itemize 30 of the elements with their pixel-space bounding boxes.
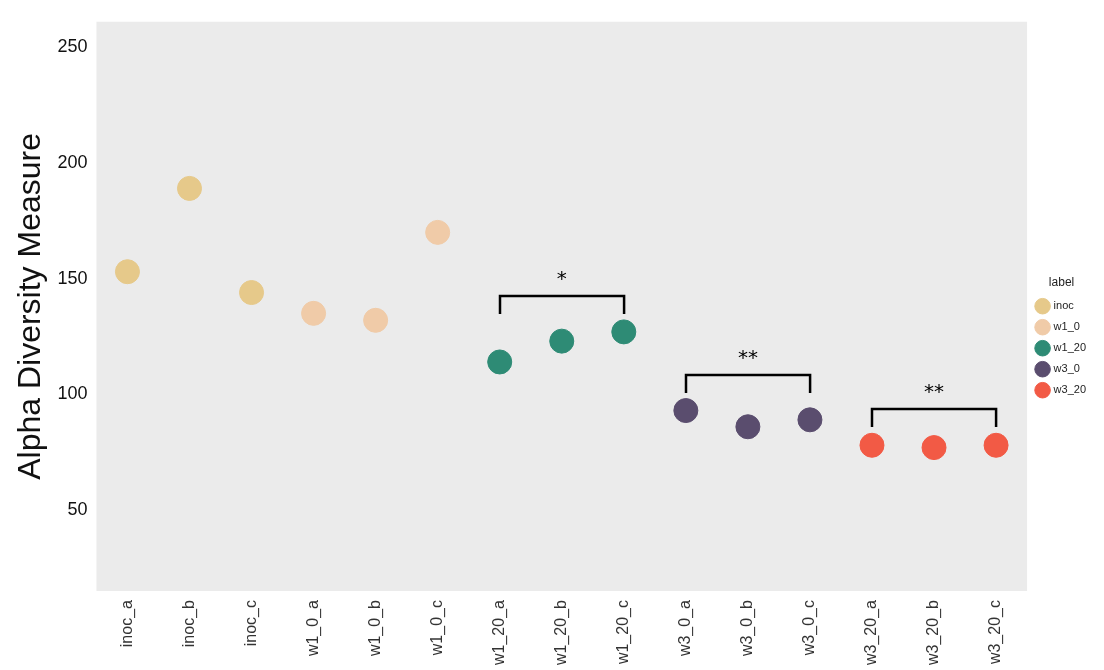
annotation: **: [923, 379, 945, 404]
legend-title: label: [1048, 274, 1075, 289]
y-tick-label: 250: [57, 36, 88, 57]
y-tick-label: 150: [57, 267, 88, 288]
x-tick-label: w3_20_a: [862, 599, 881, 667]
legend-label: w3_0: [1052, 362, 1080, 375]
y-tick-label: 100: [57, 383, 88, 404]
x-tick-label: w3_20_b: [924, 599, 943, 667]
y-tick-label: 200: [57, 151, 88, 172]
x-tick-label: inoc_b: [179, 599, 198, 648]
x-tick-label: w1_0_a: [303, 599, 322, 658]
annotation: *: [555, 265, 568, 290]
x-tick-label: w3_0_b: [738, 599, 757, 658]
x-tick-label: w1_0_b: [366, 599, 385, 658]
x-tick-label: w1_20_b: [552, 599, 571, 667]
x-tick-label: w3_20_c: [986, 600, 1005, 666]
legend-label: w3_20: [1052, 383, 1087, 396]
y-tick-label: 50: [67, 499, 88, 520]
x-tick-label: w1_20_a: [490, 599, 509, 667]
x-tick-label: inoc_a: [117, 599, 136, 648]
legend-label: inoc: [1053, 299, 1075, 312]
legend-label: w1_20: [1052, 341, 1087, 354]
x-tick-label: w3_0_a: [676, 599, 695, 658]
annotation: **: [736, 344, 759, 369]
x-tick-label: inoc_c: [241, 600, 260, 647]
x-tick-label: w3_0_c: [800, 600, 819, 657]
x-tick-label: w1_0_c: [428, 600, 447, 657]
y-axis-title: Alpha Diversity Measure: [11, 133, 48, 480]
legend-label: w1_0: [1052, 320, 1080, 333]
x-tick-label: w1_20_c: [614, 600, 633, 666]
